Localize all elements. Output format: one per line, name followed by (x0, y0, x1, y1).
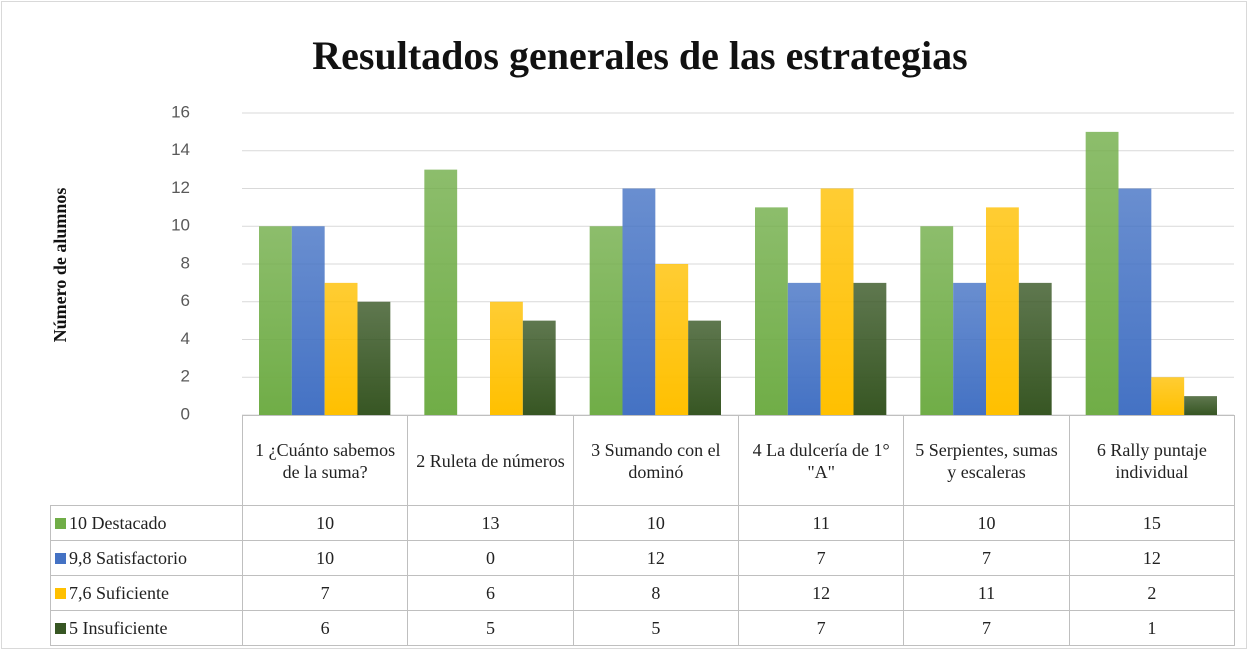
y-tick-label: 12 (171, 178, 190, 197)
legend-cell: 7,6 Suficiente (50, 575, 243, 611)
y-tick-label: 16 (171, 102, 190, 121)
bar (787, 282, 821, 415)
y-tick-label: 2 (181, 367, 190, 386)
legend-swatch (55, 552, 66, 564)
table-value: 7 (903, 610, 1070, 646)
bar (622, 188, 656, 415)
legend-cell: 9,8 Satisfactorio (50, 540, 243, 576)
y-tick-label: 0 (181, 404, 190, 423)
table-value: 15 (1068, 505, 1235, 541)
table-value: 8 (572, 575, 739, 611)
table-value: 7 (242, 575, 409, 611)
bar (820, 188, 854, 415)
bar (1085, 131, 1119, 415)
table-value: 6 (407, 575, 574, 611)
table-value: 7 (738, 610, 905, 646)
table-value: 11 (903, 575, 1070, 611)
bar (688, 320, 721, 415)
table-value: 5 (572, 610, 739, 646)
category-cell: 1 ¿Cuánto sabemos de la suma? (242, 415, 409, 506)
y-tick-label: 8 (181, 253, 190, 272)
legend-label: 9,8 Satisfactorio (69, 548, 187, 568)
y-tick-label: 10 (171, 216, 190, 235)
legend-cell: 5 Insuficiente (50, 610, 243, 646)
bar (490, 301, 523, 415)
bar (291, 226, 325, 415)
bar (259, 226, 292, 415)
table-value: 12 (738, 575, 905, 611)
table-value: 13 (407, 505, 574, 541)
y-tick-label: 4 (181, 329, 190, 348)
bar (424, 169, 458, 415)
table-value: 5 (407, 610, 574, 646)
table-value: 11 (738, 505, 905, 541)
bar (522, 320, 556, 415)
bar (853, 282, 887, 415)
y-tick-label: 6 (181, 291, 190, 310)
category-cell: 2 Ruleta de números (407, 415, 574, 506)
table-value: 1 (1068, 610, 1235, 646)
bar (1151, 377, 1185, 415)
table-value: 7 (903, 540, 1070, 576)
legend-label: 5 Insuficiente (69, 618, 168, 638)
legend-swatch (55, 622, 66, 634)
legend-label: 7,6 Suficiente (69, 583, 169, 603)
bar (655, 264, 689, 415)
category-cell: 5 Serpientes, sumas y escaleras (903, 415, 1070, 506)
category-cell: 6 Rally puntaje individual (1068, 415, 1235, 506)
bar (920, 226, 954, 415)
legend-swatch (55, 587, 66, 599)
table-value: 10 (572, 505, 739, 541)
y-tick-label: 14 (171, 140, 190, 159)
table-value: 7 (738, 540, 905, 576)
legend-swatch (55, 517, 66, 529)
bar (1184, 396, 1217, 415)
category-cell: 3 Sumando con el dominó (572, 415, 739, 506)
table-value: 2 (1068, 575, 1235, 611)
bar (755, 207, 788, 415)
table-value: 12 (1068, 540, 1235, 576)
legend-cell: 10 Destacado (50, 505, 243, 541)
bar (357, 301, 391, 415)
y-axis-label: Número de alumnos (50, 188, 70, 343)
bar (1118, 188, 1152, 415)
table-value: 10 (242, 505, 409, 541)
category-cell: 4 La dulcería de 1° "A" (738, 415, 905, 506)
chart-title: Resultados generales de las estrategias (312, 33, 967, 78)
table-value: 10 (903, 505, 1070, 541)
bar (953, 282, 986, 415)
table-value: 0 (407, 540, 574, 576)
bar (324, 282, 358, 415)
table-value: 6 (242, 610, 409, 646)
table-value: 12 (572, 540, 739, 576)
bar (589, 226, 623, 415)
bar (986, 207, 1019, 415)
bar (1018, 282, 1052, 415)
legend-label: 10 Destacado (69, 513, 167, 533)
table-value: 10 (242, 540, 409, 576)
